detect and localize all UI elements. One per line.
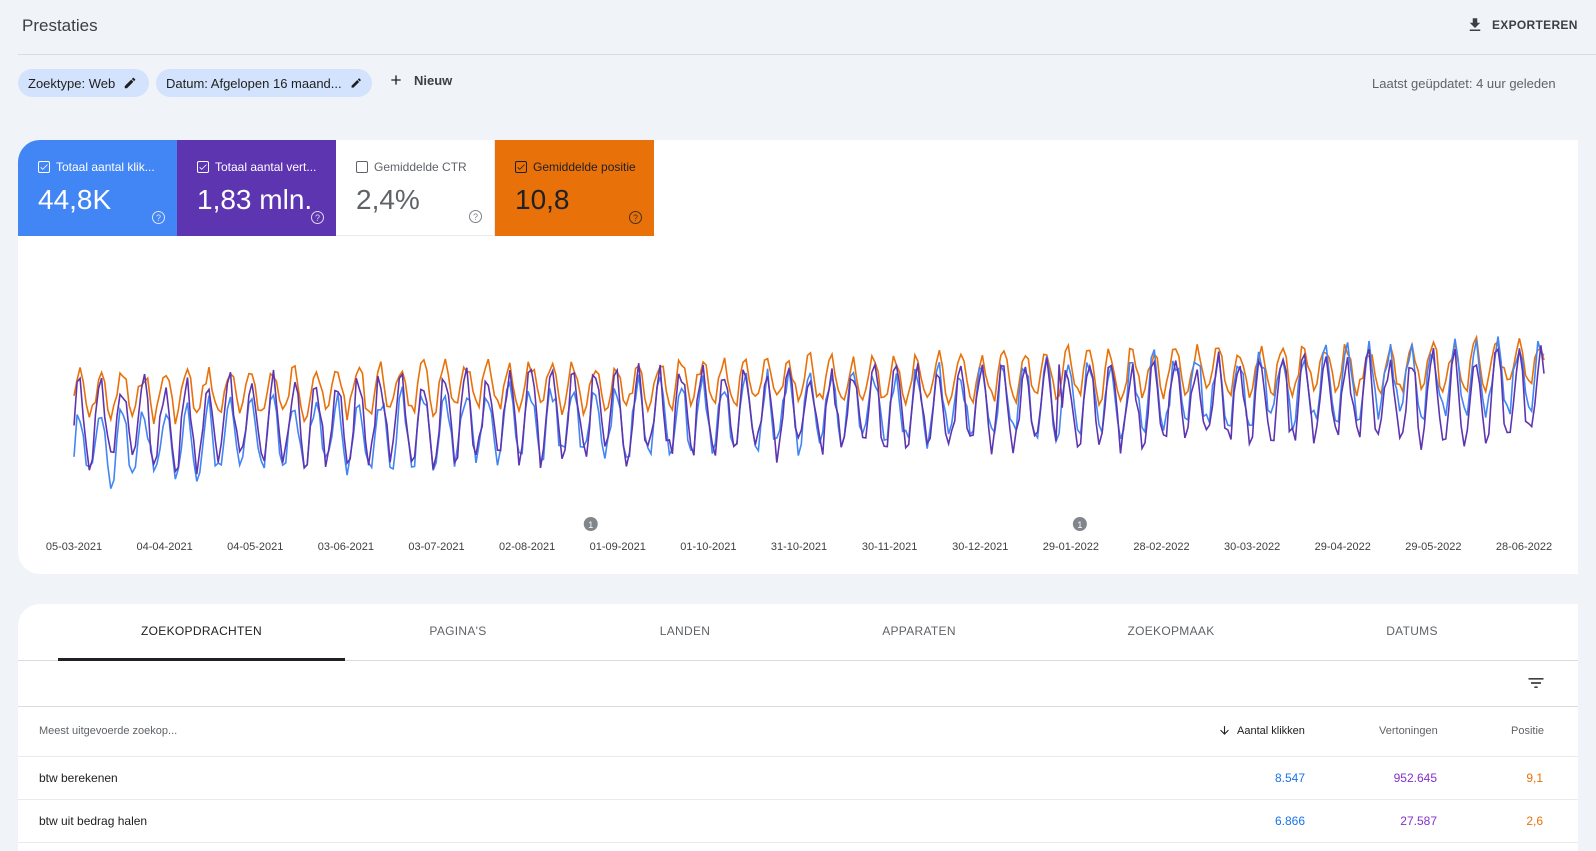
metric-card-impressions[interactable]: Totaal aantal vert... 1,83 mln. ? [177,140,336,236]
header-divider [18,54,1596,55]
x-tick-label: 29-01-2022 [1043,541,1099,553]
x-tick-label: 02-08-2021 [499,541,555,553]
column-header-clicks[interactable]: Aantal klikken [1218,724,1305,737]
annotation-marker[interactable]: 1 [1072,517,1087,531]
tab-pages[interactable]: PAGINA'S [429,624,487,638]
position-value: 2,6 [1526,814,1543,828]
x-tick-label: 03-07-2021 [408,541,464,553]
x-tick-label: 01-10-2021 [680,541,736,553]
x-tick-label: 04-04-2021 [136,541,192,553]
series-line [73,345,1545,475]
series-line [73,336,1545,489]
tab-search-appearance[interactable]: ZOEKOPMAAK [1127,624,1215,638]
x-tick-label: 29-05-2022 [1405,541,1461,553]
help-icon[interactable]: ? [311,211,324,224]
metric-value: 1,83 mln. [197,184,313,215]
metric-value: 10,8 [515,184,570,215]
filter-icon[interactable] [1526,673,1546,693]
help-icon[interactable]: ? [469,210,482,223]
clicks-value: 8.547 [1274,771,1305,785]
plus-icon [391,75,401,85]
sort-descending-icon [1220,726,1229,735]
help-icon[interactable]: ? [629,211,642,224]
page-title: Prestaties [22,16,98,35]
column-header-clicks-label: Aantal klikken [1237,724,1305,737]
metric-label: Gemiddelde CTR [374,160,467,174]
x-tick-label: 30-11-2021 [862,541,917,553]
x-tick-label: 01-09-2021 [590,541,646,553]
x-tick-label: 30-12-2021 [952,541,1008,553]
line-chart: 05-03-2021 04-04-2021 04-05-2021 03-06-2021… [46,334,1552,553]
series-line [73,334,1545,425]
svg-text:1: 1 [1077,520,1082,530]
search-type-filter-label: Zoektype: Web [28,75,116,91]
x-tick-label: 28-06-2022 [1496,541,1552,553]
x-tick-label: 04-05-2021 [227,541,283,553]
table-filter-bar [18,661,1578,707]
tab-countries[interactable]: LANDEN [659,624,711,638]
export-button[interactable]: EXPORTEREN [1466,16,1578,34]
query-text: btw berekenen [39,771,118,785]
table-row[interactable]: btw uit bedrag halen 6.866 27.587 2,6 [18,800,1578,843]
download-icon [1469,18,1481,31]
checkbox-checked-icon[interactable] [197,161,209,173]
x-tick-label: 28-02-2022 [1133,541,1189,553]
impressions-value: 27.587 [1400,814,1437,828]
checkbox-checked-icon[interactable] [515,161,527,173]
table-row[interactable]: btw berekenen 8.547 952.645 9,1 [18,757,1578,800]
position-value: 9,1 [1526,771,1543,785]
query-text: btw uit bedrag halen [39,814,148,828]
tab-dates[interactable]: DATUMS [1386,624,1438,638]
metric-label: Totaal aantal klik... [56,160,155,174]
column-header-query[interactable]: Meest uitgevoerde zoekop... [39,725,178,737]
metric-label: Totaal aantal vert... [215,160,317,174]
svg-text:1: 1 [588,520,593,530]
checkbox-unchecked-icon[interactable] [356,161,368,173]
x-tick-label: 03-06-2021 [318,541,374,553]
column-header-impressions[interactable]: Vertoningen [1379,725,1438,737]
search-type-filter-chip[interactable]: Zoektype: Web [18,69,149,97]
tab-queries[interactable]: ZOEKOPDRACHTEN [141,624,262,638]
metric-card-position[interactable]: Gemiddelde positie 10,8 ? [495,140,654,236]
performance-chart-card: Totaal aantal klik... 44,8K ? Totaal aan… [18,140,1578,574]
date-filter-chip[interactable]: Datum: Afgelopen 16 maand... [156,69,372,97]
x-tick-label: 31-10-2021 [771,541,827,553]
x-tick-label: 05-03-2021 [46,541,102,553]
date-filter-label: Datum: Afgelopen 16 maand... [166,75,342,91]
metric-label: Gemiddelde positie [533,160,636,174]
dimension-tabs: ZOEKOPDRACHTEN PAGINA'S LANDEN APPARATEN… [18,604,1578,661]
new-filter-label: Nieuw [414,72,453,88]
last-updated-text: Laatst geüpdatet: 4 uur geleden [1372,76,1556,91]
annotation-marker[interactable]: 1 [583,517,598,531]
impressions-value: 952.645 [1393,771,1437,785]
new-filter-button[interactable]: Nieuw [388,72,452,88]
metric-value: 44,8K [38,184,112,215]
tab-devices[interactable]: APPARATEN [882,624,956,638]
metric-value: 2,4% [356,184,420,215]
active-tab-indicator [58,658,345,661]
metric-card-ctr[interactable]: Gemiddelde CTR 2,4% ? [336,140,495,236]
results-table-card: ZOEKOPDRACHTEN PAGINA'S LANDEN APPARATEN… [18,604,1578,851]
column-header-position[interactable]: Positie [1511,725,1545,737]
help-icon[interactable]: ? [152,211,165,224]
clicks-value: 6.866 [1274,814,1305,828]
table-header-row: Meest uitgevoerde zoekop... Aantal klikk… [18,708,1578,757]
edit-icon [124,77,136,89]
metric-card-clicks[interactable]: Totaal aantal klik... 44,8K ? [18,140,177,236]
edit-icon [351,78,361,88]
checkbox-checked-icon[interactable] [38,161,50,173]
export-label: EXPORTEREN [1492,18,1578,32]
x-tick-label: 29-04-2022 [1315,541,1371,553]
x-tick-label: 30-03-2022 [1224,541,1280,553]
